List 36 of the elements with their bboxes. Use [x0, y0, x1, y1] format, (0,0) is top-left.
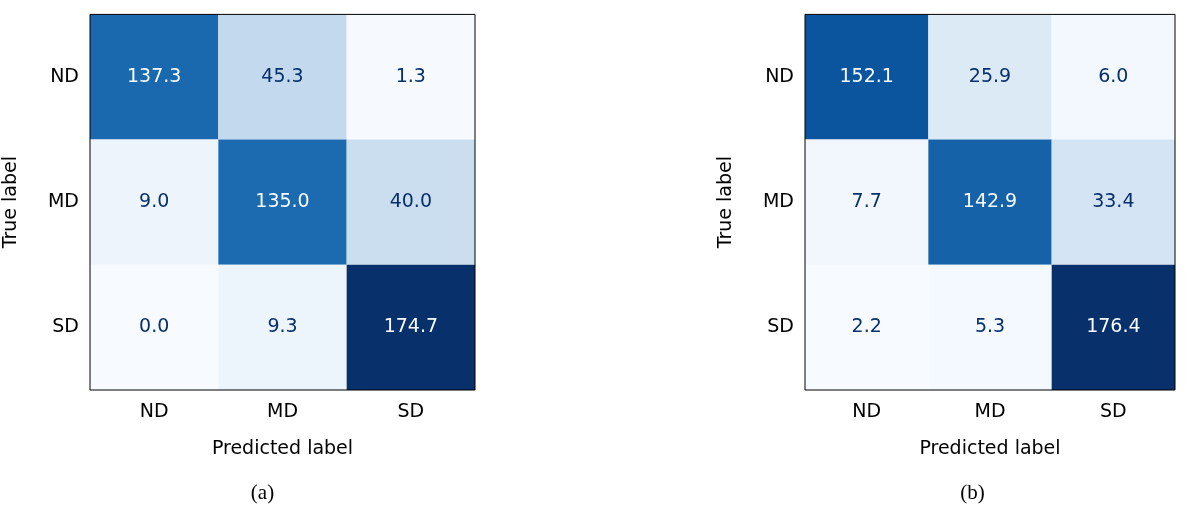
text: (a): [249, 480, 276, 505]
data-label: 2.2: [851, 314, 882, 337]
data-label: 25.9: [968, 63, 1012, 86]
y-tick-label: MD: [47, 189, 79, 212]
data-label: 0.0: [139, 314, 170, 337]
y-axis-title: True label: [0, 156, 21, 250]
y-tick-label: ND: [765, 63, 794, 86]
x-tick-label: SD: [397, 399, 425, 422]
y-tick-label: MD: [762, 189, 794, 212]
x-tick-label: MD: [266, 399, 299, 422]
text: (b): [959, 480, 986, 505]
x-tick-label: ND: [139, 399, 169, 422]
data-label: 152.1: [839, 63, 894, 86]
data-label: 7.7: [851, 189, 882, 212]
x-tick-label: MD: [974, 399, 1006, 422]
data-label: 135.0: [255, 189, 310, 212]
data-label: 6.0: [1098, 63, 1129, 86]
data-label: 33.4: [1092, 189, 1135, 212]
y-tick-label: SD: [52, 314, 79, 337]
data-label: 176.4: [1086, 314, 1141, 337]
data-label: 45.3: [261, 63, 304, 86]
data-label: 9.3: [267, 314, 298, 337]
data-label: 174.7: [383, 314, 439, 337]
x-axis-title: Predicted label: [211, 435, 354, 458]
data-label: 9.0: [139, 189, 170, 212]
data-label: 137.3: [126, 63, 182, 86]
data-label: 5.3: [974, 314, 1006, 337]
x-tick-label: SD: [1099, 399, 1127, 422]
y-tick-label: ND: [50, 63, 79, 86]
x-axis-title: Predicted label: [919, 435, 1061, 458]
y-tick-label: SD: [767, 314, 794, 337]
y-axis-title: True label: [713, 156, 736, 250]
data-label: 1.3: [395, 63, 426, 86]
data-label: 40.0: [389, 189, 432, 212]
data-label: 142.9: [962, 189, 1018, 212]
x-tick-label: ND: [852, 399, 882, 422]
